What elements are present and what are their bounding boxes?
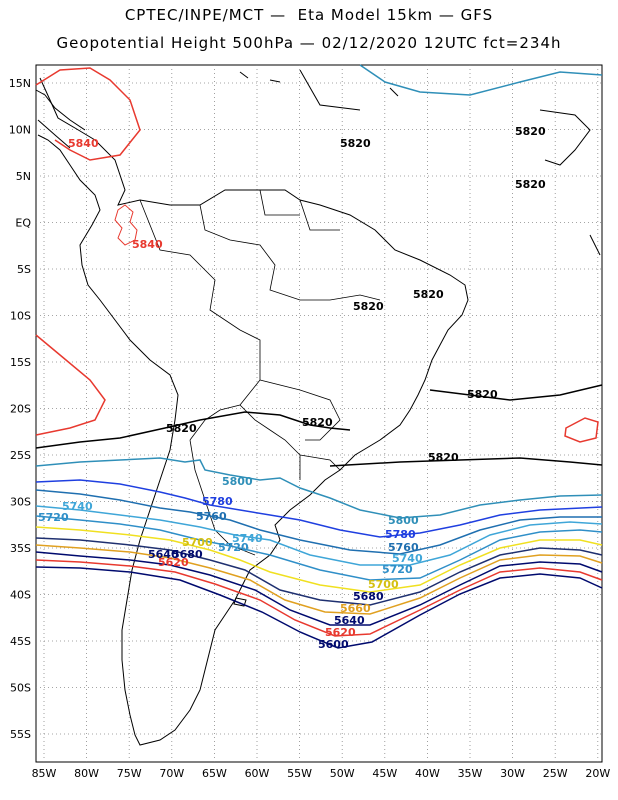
contour-5700 xyxy=(35,526,603,593)
grid xyxy=(36,65,602,762)
central-america-coastline xyxy=(35,89,86,149)
contours xyxy=(35,64,603,649)
contour-labels: 5840 5840 5820 5820 5820 5820 5820 5820 … xyxy=(38,125,546,651)
longitude-label: 45W xyxy=(372,767,397,780)
latitude-label: 25S xyxy=(10,449,31,462)
contour-label: 5760 xyxy=(388,541,419,554)
contour-label: 5660 xyxy=(340,602,371,615)
chart-subtitle: Geopotential Height 500hPa — 02/12/2020 … xyxy=(56,34,562,52)
contour-label: 5820 xyxy=(353,300,384,313)
longitude-label: 80W xyxy=(74,767,99,780)
contour-label: 5740 xyxy=(392,552,423,565)
contour-label: 5700 xyxy=(368,578,399,591)
country-borders xyxy=(139,189,381,556)
longitude-labels: 85W 80W 75W 70W 65W 60W 55W 50W 45W 40W 35W 30W 25W 2… xyxy=(32,767,611,780)
longitude-label: 60W xyxy=(245,767,270,780)
contour-label: 5820 xyxy=(413,288,444,301)
contour-label: 5640 xyxy=(334,614,365,627)
contour-label: 5780 xyxy=(385,528,416,541)
longitude-label: 85W xyxy=(32,767,57,780)
contour-label: 5620 xyxy=(158,556,189,569)
contour-5640 xyxy=(35,551,603,626)
latitude-label: 5N xyxy=(16,170,31,183)
latitude-label: 15S xyxy=(10,356,31,369)
contour-5660 xyxy=(35,544,603,615)
contour-label: 5680 xyxy=(172,548,203,561)
contour-label: 5740 xyxy=(62,500,93,513)
contour-label: 5620 xyxy=(325,626,356,639)
contour-label: 5640 xyxy=(148,548,179,561)
longitude-label: 25W xyxy=(543,767,568,780)
contour-5600 xyxy=(35,566,603,649)
contour-label: 5740 xyxy=(232,532,263,545)
contour-label: 5720 xyxy=(382,563,413,576)
latitude-label: 15N xyxy=(9,77,31,90)
contour-label: 5720 xyxy=(38,511,69,524)
contour-label: 5760 xyxy=(196,510,227,523)
contour-label: 5820 xyxy=(340,137,371,150)
longitude-label: 65W xyxy=(202,767,227,780)
contour-5840-amazon xyxy=(114,204,138,246)
contour-5680 xyxy=(35,537,603,606)
contour-label: 5800 xyxy=(388,514,419,527)
contour-5620 xyxy=(35,559,603,637)
contour-label: 5840 xyxy=(68,137,99,150)
contour-label: 5600 xyxy=(318,638,349,651)
contour-5840-atlantic xyxy=(564,417,599,443)
contour-label: 5820 xyxy=(467,388,498,401)
contour-5840-pacific xyxy=(35,334,106,436)
contour-label: 5820 xyxy=(166,422,197,435)
contour-label: 5820 xyxy=(515,125,546,138)
contour-5760 xyxy=(35,489,602,555)
latitude-label: 10S xyxy=(10,310,31,323)
latitude-label: 45S xyxy=(10,635,31,648)
longitude-label: 30W xyxy=(500,767,525,780)
latitude-label: 55S xyxy=(10,728,31,741)
caribbean-islands xyxy=(239,69,601,256)
contour-label: 5840 xyxy=(132,238,163,251)
contour-label: 5720 xyxy=(218,541,249,554)
contour-label: 5780 xyxy=(202,495,233,508)
contour-label: 5820 xyxy=(428,451,459,464)
contour-label: 5820 xyxy=(515,178,546,191)
contour-5720 xyxy=(35,515,603,581)
latitude-label: 5S xyxy=(17,263,31,276)
latitude-label: 30S xyxy=(10,496,31,509)
coastlines xyxy=(35,69,601,746)
contour-5780 xyxy=(35,479,603,538)
longitude-label: 70W xyxy=(159,767,184,780)
latitude-label: EQ xyxy=(15,217,31,230)
longitude-label: 20W xyxy=(585,767,610,780)
contour-label: 5680 xyxy=(353,590,384,603)
contour-5820-north xyxy=(359,64,603,96)
contour-5800 xyxy=(35,457,603,519)
longitude-label: 55W xyxy=(287,767,312,780)
latitude-labels: 15N 10N 5N EQ 5S 10S 15S 20S 25S 30S 35S 40S 45S 50S 5… xyxy=(9,77,32,741)
latitude-label: 50S xyxy=(10,682,31,695)
contour-label: 5820 xyxy=(302,416,333,429)
falkland-islands xyxy=(233,597,247,607)
longitude-label: 75W xyxy=(117,767,142,780)
longitude-label: 40W xyxy=(415,767,440,780)
chart-title: CPTEC/INPE/MCT — Eta Model 15km — GFS xyxy=(124,6,494,24)
contour-label: 5700 xyxy=(182,536,213,549)
contour-5820-main xyxy=(35,384,603,467)
longitude-label: 35W xyxy=(458,767,483,780)
latitude-label: 20S xyxy=(10,403,31,416)
map-frame xyxy=(35,64,603,763)
contour-5840-nw xyxy=(35,67,141,161)
contour-5740 xyxy=(35,505,603,566)
contour-label: 5800 xyxy=(222,475,253,488)
latitude-label: 40S xyxy=(10,589,31,602)
longitude-label: 50W xyxy=(330,767,355,780)
latitude-label: 35S xyxy=(10,542,31,555)
latitude-label: 10N xyxy=(9,124,31,137)
south-america-coastline xyxy=(37,77,469,746)
